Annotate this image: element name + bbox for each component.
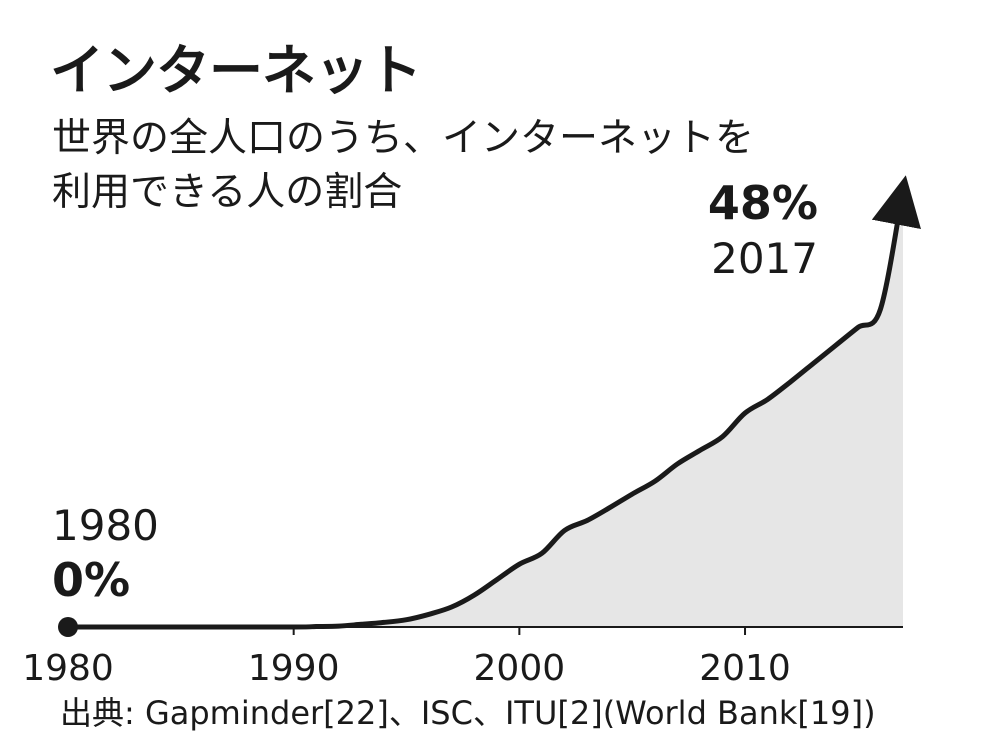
series-line [65,175,921,630]
x-tick-label: 2010 [699,648,791,689]
annotation-end-year: 2017 [711,234,818,283]
x-tick-label: 1980 [22,648,114,689]
subtitle-line-1: 世界の全人口のうち、インターネットを [52,116,755,161]
x-tick-label: 2000 [474,648,566,689]
source-note: 出典: Gapminder[22]、ISC、ITU[2](World Bank[… [60,694,876,732]
x-axis-ticks: 1980 1990 2000 2010 [22,627,791,689]
annotation-start-value: 0% [52,553,130,607]
annotations: 1980 0% 48% 2017 [52,176,818,607]
chart-title: インターネット [50,39,422,102]
area-fill [68,190,903,628]
subtitle-line-2: 利用できる人の割合 [52,170,403,215]
chart-subtitle: 世界の全人口のうち、インターネットを 利用できる人の割合 [52,112,754,220]
x-tick-label: 1990 [248,648,340,689]
annotation-end-value: 48% [708,176,818,230]
annotation-start-year: 1980 [52,501,159,550]
